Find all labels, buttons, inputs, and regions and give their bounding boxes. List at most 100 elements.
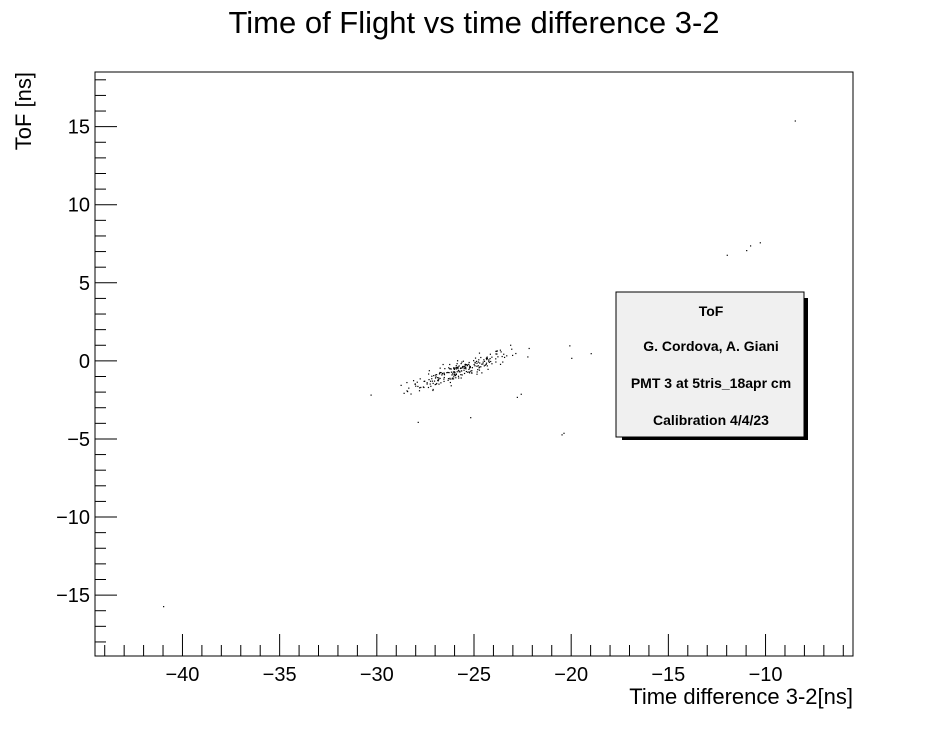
scatter-point (457, 366, 459, 368)
scatter-point (749, 245, 752, 247)
scatter-point (490, 360, 492, 363)
scatter-point (480, 356, 482, 359)
scatter-point (441, 373, 444, 375)
scatter-point (471, 372, 473, 374)
scatter-point (495, 358, 497, 360)
scatter-point (465, 368, 467, 370)
x-tick-label: −30 (360, 664, 394, 686)
scatter-point (726, 254, 728, 256)
scatter-point (457, 367, 459, 370)
scatter-point (440, 382, 442, 384)
scatter-point (443, 380, 445, 383)
scatter-point (431, 375, 433, 377)
scatter-point (483, 359, 485, 361)
scatter-point (474, 361, 476, 363)
scatter-point (458, 370, 460, 372)
scatter-point (487, 368, 489, 370)
scatter-point (427, 386, 430, 389)
scatter-point (486, 365, 488, 367)
scatter-point (434, 383, 436, 386)
scatter-point (463, 369, 465, 371)
scatter-point (468, 367, 471, 369)
scatter-point (431, 380, 434, 382)
scatter-point (520, 393, 522, 395)
scatter-point (433, 380, 436, 382)
scatter-point (480, 366, 482, 368)
scatter-point (469, 366, 471, 368)
scatter-point (488, 360, 490, 362)
scatter-point (446, 372, 448, 374)
scatter-point (447, 378, 450, 380)
scatter-point (499, 363, 502, 365)
scatter-point (478, 352, 481, 354)
scatter-point (477, 365, 479, 367)
scatter-point (499, 349, 501, 351)
scatter-point (447, 379, 449, 381)
scatter-point (426, 382, 428, 384)
scatter-point (462, 360, 465, 362)
stats-box-title: ToF (699, 303, 724, 319)
scatter-point (406, 381, 408, 384)
scatter-point (416, 381, 418, 383)
scatter-point (476, 365, 478, 367)
scatter-point (449, 368, 451, 370)
scatter-point (471, 370, 473, 372)
x-tick-label: −25 (457, 664, 491, 686)
scatter-point (415, 385, 417, 387)
scatter-point (502, 361, 504, 363)
scatter-point (441, 374, 443, 376)
scatter-point (428, 370, 430, 372)
x-tick-label: −10 (749, 664, 783, 686)
scatter-point (453, 368, 455, 370)
scatter-point (482, 361, 484, 363)
scatter-point (447, 371, 449, 374)
y-axis-ticks: −15 −10 −5 0 5 10 15 (56, 79, 117, 643)
scatter-point (400, 384, 402, 386)
scatter-point (455, 377, 457, 379)
scatter-point (435, 374, 438, 376)
scatter-point (478, 359, 480, 361)
scatter-point (452, 371, 454, 373)
scatter-point (408, 387, 410, 389)
scatter-point (510, 344, 512, 346)
scatter-point (450, 368, 452, 370)
scatter-point (468, 368, 470, 371)
scatter-point (483, 360, 486, 362)
scatter-point (443, 376, 445, 379)
scatter-point (443, 373, 445, 375)
scatter-point (432, 382, 434, 385)
scatter-point (478, 366, 481, 368)
scatter-point (455, 373, 457, 376)
scatter-point (476, 362, 478, 364)
scatter-point (456, 360, 459, 362)
scatter-point (485, 357, 487, 359)
scatter-point (794, 120, 796, 122)
scatter-point (457, 375, 460, 377)
scatter-point (424, 380, 426, 382)
stats-box-authors: G. Cordova, A. Giani (643, 338, 779, 354)
scatter-point (571, 357, 573, 359)
scatter-point (481, 372, 483, 374)
y-tick-label: −10 (56, 507, 90, 529)
scatter-point (488, 361, 490, 363)
scatter-point (439, 371, 441, 374)
scatter-point (495, 361, 497, 363)
scatter-point (495, 353, 497, 355)
scatter-point (448, 367, 450, 369)
scatter-point (461, 374, 463, 376)
scatter-point (481, 363, 483, 365)
scatter-point (438, 383, 440, 385)
scatter-point (419, 378, 421, 380)
scatter-point (484, 364, 486, 366)
scatter-point (496, 350, 498, 352)
scatter-point (474, 357, 477, 359)
scatter-point (443, 374, 446, 376)
scatter-point (477, 369, 479, 371)
scatter-point (451, 374, 453, 376)
scatter-point (437, 379, 439, 381)
scatter-point (428, 378, 430, 381)
scatter-point (473, 360, 475, 362)
scatter-point (478, 369, 481, 371)
scatter-point (449, 377, 451, 379)
